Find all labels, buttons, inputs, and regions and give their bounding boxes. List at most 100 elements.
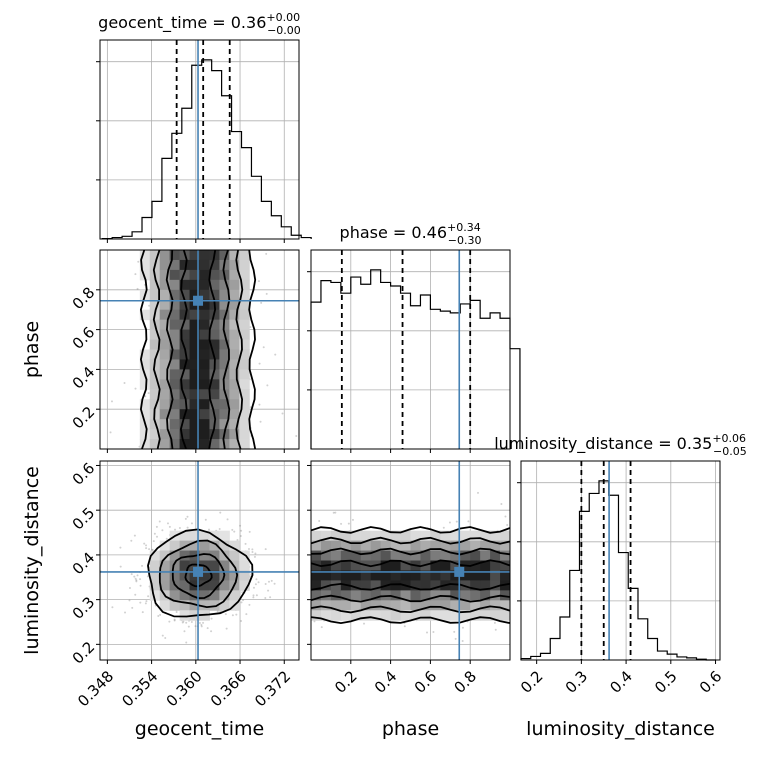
density-cell [149,560,161,571]
density-cell [239,379,250,390]
density-cell [179,530,191,542]
density-cell [311,590,322,601]
density-cell [410,540,421,552]
density-cell [239,419,250,430]
density-cell [169,359,181,370]
density-cell [410,550,421,561]
density-cell [199,439,210,449]
sample-point [259,420,262,423]
density-cell [209,590,220,601]
density-cell [440,530,451,542]
density-cell [139,309,151,321]
sample-point [134,593,137,596]
density-cell [199,429,210,440]
title-plus: +0.06 [712,432,746,445]
sample-point [274,353,277,356]
density-cell [199,419,210,430]
axes-frame [310,249,511,450]
density-cell [420,610,431,621]
density-cell [189,429,200,440]
density-cell [239,250,250,261]
density-cell [400,540,411,552]
sample-point [313,620,316,623]
density-cell [199,250,210,261]
sample-point [159,613,162,616]
sample-point [340,522,343,525]
x-tick-label: 0.6 [696,667,726,697]
density-cell [229,439,240,449]
sample-point [266,384,269,387]
sample-point [281,412,284,415]
density-cell [159,419,171,430]
sample-point [453,630,456,633]
y-tick-label: 0.6 [69,459,99,489]
density-cell [400,570,411,581]
sample-point [194,625,197,628]
density-cell [159,309,171,321]
density-cell [320,530,332,542]
density-cell [239,409,250,420]
density-cell [460,540,471,552]
density-cell [179,379,191,390]
density-cell [139,269,151,281]
density-cell [330,600,342,611]
title-plus: +0.00 [266,11,300,24]
density-cell [219,540,230,552]
density-cell [320,600,332,611]
density-cell [159,250,171,261]
title-geocent_time: geocent_time = 0.36+0.00 −0.00 [98,11,301,37]
density-cell [159,439,171,449]
scatter-panel-geocent_time-phase [96,249,300,453]
sample-point [252,594,255,597]
sample-point [467,520,470,523]
hist-panel-phase: phase = 0.46+0.34 −0.30 [307,221,521,453]
sample-point [141,564,144,567]
contour-line [311,582,510,591]
density-cell [169,419,181,430]
contour-line [139,250,148,449]
sample-point [187,625,190,628]
density-cell [209,339,220,350]
sample-point [190,522,193,525]
sample-point [155,525,158,528]
sample-point [425,631,428,634]
density-cell [350,590,362,601]
density-cell [189,279,200,291]
density-cell [149,399,161,410]
x-axis-label: phase [382,718,439,740]
density-cell [480,550,491,561]
sample-point [198,621,201,624]
density-cell [330,590,342,601]
density-cell [219,590,230,601]
sample-point [233,530,236,533]
sample-point [210,617,213,620]
sample-point [135,579,138,582]
sample-point [236,538,239,541]
x-tick-label: 0.3 [562,667,592,697]
density-cell [340,610,352,621]
x-tick-label: 0.2 [517,667,547,697]
density-cell [229,379,240,390]
sample-point [202,621,205,624]
contour-line [311,559,510,568]
density-layer [311,491,510,642]
sample-point [147,595,150,598]
density-cell [209,570,220,581]
density-cell [239,319,250,331]
sample-point [165,537,168,540]
density-cell [229,349,240,360]
density-cell [209,269,220,281]
contour-line [184,563,213,588]
density-cell [420,570,431,581]
density-cell [179,289,191,301]
density-cell [420,530,431,542]
density-cell [169,309,181,321]
sample-point [175,610,178,613]
density-cell [360,530,372,542]
density-cell [209,329,220,341]
density-cell [470,600,481,611]
histogram-luminosity_distance [520,480,716,661]
sample-point [146,575,149,578]
density-cell [320,610,332,621]
density-cell [490,600,501,611]
